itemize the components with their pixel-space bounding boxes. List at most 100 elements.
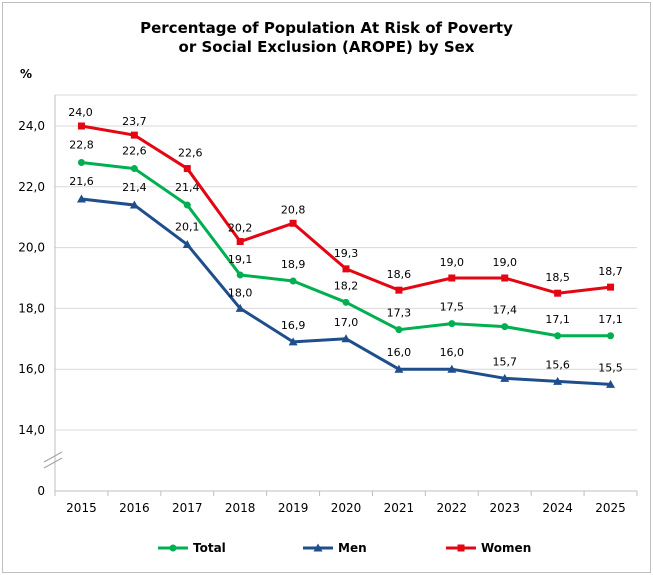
- chart-title: Percentage of Population At Risk of Pove…: [0, 19, 653, 57]
- data-label-total-2020: 18,2: [334, 279, 359, 292]
- legend: Total Men Women: [158, 541, 531, 555]
- data-label-women-2017: 22,6: [178, 147, 203, 160]
- point-women-2021: [395, 286, 403, 294]
- point-women-2019: [289, 219, 297, 227]
- point-women-2018: [236, 238, 244, 246]
- point-total-2017: [183, 201, 191, 209]
- legend-item-total: Total: [158, 541, 226, 555]
- x-tick-label-2022: 2022: [437, 501, 468, 515]
- x-tick-label-2017: 2017: [172, 501, 203, 515]
- point-men-2024: [553, 376, 563, 385]
- data-label-total-2025: 17,1: [598, 313, 623, 326]
- point-men-2016: [129, 200, 139, 209]
- data-label-women-2018: 20,2: [228, 222, 253, 235]
- point-total-2025: [607, 332, 615, 340]
- data-label-total-2015: 22,8: [69, 138, 94, 151]
- x-tick-label-2018: 2018: [225, 501, 256, 515]
- data-label-women-2023: 19,0: [492, 256, 517, 269]
- chart-title-line-1: Percentage of Population At Risk of Pove…: [140, 19, 513, 37]
- data-label-total-2017: 21,4: [175, 181, 200, 194]
- y-tick-label-2: 18,0: [18, 301, 45, 315]
- point-men-2018: [235, 303, 245, 312]
- point-men-2021: [394, 364, 404, 373]
- point-women-2017: [183, 165, 191, 173]
- x-tick-label-2021: 2021: [384, 501, 415, 515]
- data-label-women-2020: 19,3: [334, 247, 359, 260]
- x-tick-label-2019: 2019: [278, 501, 309, 515]
- data-label-women-2025: 18,7: [598, 265, 623, 278]
- point-men-2025: [606, 379, 616, 388]
- point-women-2020: [342, 265, 350, 273]
- data-label-women-2015: 24,0: [68, 106, 93, 119]
- legend-label-women: Women: [481, 541, 531, 555]
- point-men-2017: [182, 240, 192, 249]
- point-men-2015: [76, 194, 86, 203]
- point-total-2024: [554, 332, 562, 340]
- point-men-2023: [500, 373, 510, 382]
- data-label-total-2024: 17,1: [545, 313, 570, 326]
- data-label-men-2024: 15,6: [545, 358, 570, 371]
- data-label-men-2018: 18,0: [228, 286, 253, 299]
- x-tick-label-2016: 2016: [119, 501, 150, 515]
- point-women-2016: [130, 131, 138, 139]
- point-total-2016: [130, 165, 138, 173]
- data-label-women-2022: 19,0: [440, 256, 465, 269]
- data-label-men-2022: 16,0: [440, 346, 465, 359]
- data-label-women-2019: 20,8: [281, 203, 306, 216]
- x-tick-label-2025: 2025: [595, 501, 626, 515]
- point-men-2019: [288, 337, 298, 346]
- y-tick-label-0: 14,0: [18, 423, 45, 437]
- legend-label-total: Total: [193, 541, 226, 555]
- series-women: 24,0 23,7 22,6 20,2 20,8 19,3 18,6 19,0 19,0 18,5…: [68, 106, 623, 297]
- axis-break-line-1: [43, 451, 63, 463]
- y-tick-label-3: 20,0: [18, 241, 45, 255]
- data-label-men-2025: 15,5: [598, 361, 623, 374]
- x-tick-label-2020: 2020: [331, 501, 362, 515]
- y-tick-label-5: 24,0: [18, 119, 45, 133]
- chart-title-line-2: or Social Exclusion (AROPE) by Sex: [178, 38, 475, 56]
- point-women-2023: [501, 274, 509, 282]
- data-label-women-2016: 23,7: [122, 115, 147, 128]
- point-women-2022: [448, 274, 456, 282]
- legend-marker-men: [313, 543, 323, 552]
- point-women-2024: [554, 289, 562, 297]
- y-axis-label: %: [20, 67, 33, 81]
- x-tick-label-2023: 2023: [489, 501, 520, 515]
- legend-marker-women: [457, 544, 465, 552]
- point-total-2019: [289, 277, 297, 285]
- series-total: 22,8 22,6 21,4 19,1 18,9 18,2 17,3 17,5 17,4 17,1…: [69, 138, 623, 340]
- legend-marker-total: [169, 544, 177, 552]
- legend-item-women: Women: [446, 541, 531, 555]
- point-total-2022: [448, 320, 456, 328]
- data-label-total-2019: 18,9: [281, 258, 306, 271]
- data-label-total-2021: 17,3: [387, 307, 412, 320]
- data-label-men-2015: 21,6: [69, 175, 94, 188]
- data-label-men-2023: 15,7: [492, 355, 517, 368]
- data-label-total-2022: 17,5: [440, 301, 465, 314]
- legend-label-men: Men: [338, 541, 367, 555]
- series-men: 21,6 21,4 20,1 18,0 16,9 17,0 16,0 16,0 15,7 15,6…: [69, 175, 623, 388]
- point-women-2025: [607, 283, 615, 291]
- point-men-2022: [447, 364, 457, 373]
- point-total-2023: [501, 323, 509, 331]
- x-tick-label-2015: 2015: [66, 501, 97, 515]
- y-tick-label-4: 22,0: [18, 180, 45, 194]
- y-tick-label-1: 16,0: [18, 362, 45, 376]
- y-tick-label-zero: 0: [37, 484, 45, 498]
- data-label-women-2024: 18,5: [545, 271, 570, 284]
- axis-break-marks: [43, 451, 63, 469]
- data-label-men-2019: 16,9: [281, 319, 306, 332]
- data-label-men-2021: 16,0: [387, 346, 412, 359]
- point-total-2021: [395, 326, 403, 334]
- axis-break-line-2: [43, 457, 63, 469]
- data-label-men-2020: 17,0: [334, 316, 359, 329]
- point-total-2015: [77, 158, 85, 166]
- point-total-2018: [236, 271, 244, 279]
- data-label-women-2021: 18,6: [387, 268, 412, 281]
- x-tick-label-2024: 2024: [542, 501, 573, 515]
- data-label-men-2017: 20,1: [175, 221, 200, 234]
- point-men-2020: [341, 334, 351, 343]
- point-women-2015: [77, 122, 85, 130]
- data-label-men-2016: 21,4: [122, 181, 147, 194]
